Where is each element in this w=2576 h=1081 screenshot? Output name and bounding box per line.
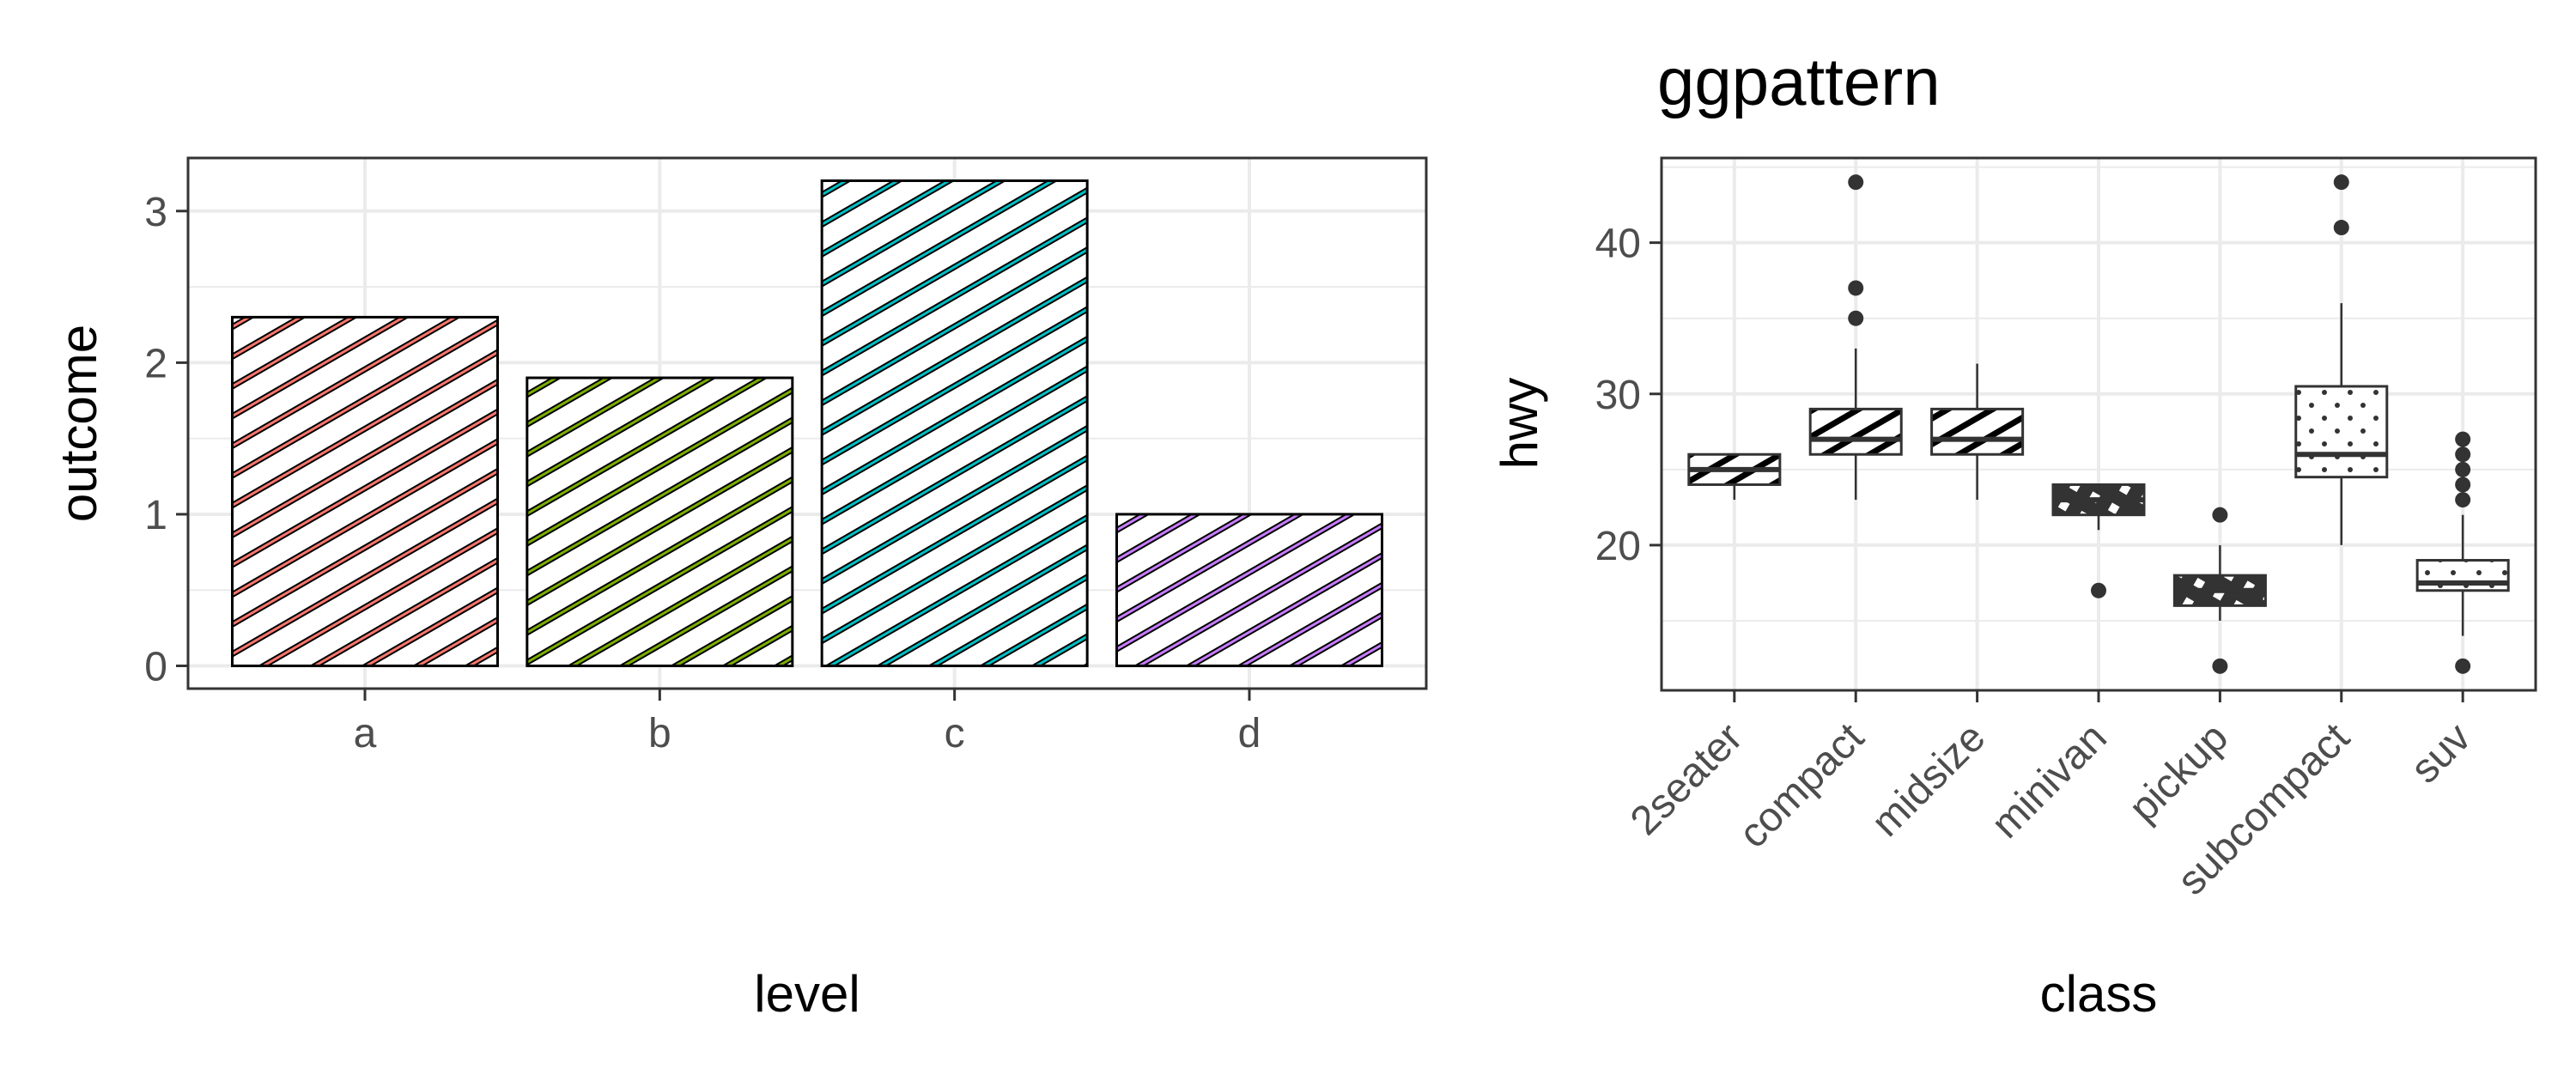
box-y-tick-label: 40 — [1595, 222, 1641, 267]
bar-x-tick-label: a — [354, 711, 377, 756]
box-x-tick-label: pickup — [2121, 714, 2238, 831]
bar-y-tick-label: 1 — [144, 493, 167, 538]
bar-y-tick-label: 0 — [144, 645, 167, 690]
box-outlier-point — [2455, 461, 2471, 477]
bar-x-tick-label: c — [945, 711, 965, 756]
bar-y-tick-label: 3 — [144, 190, 167, 235]
box-x-tick-label: midsize — [1863, 714, 1995, 846]
box-outlier-point — [2455, 477, 2471, 493]
bar-x-tick-label: d — [1238, 711, 1261, 756]
box-iqr — [2415, 559, 2510, 592]
bar-a — [231, 315, 499, 668]
box-iqr — [1808, 407, 1903, 456]
box-outlier-point — [2455, 446, 2471, 463]
box-midsize — [1930, 363, 2025, 501]
box-outlier-point — [2091, 582, 2106, 598]
box-y-tick-label: 30 — [1595, 373, 1641, 418]
box-marks — [1687, 174, 2510, 674]
box-chart-title: ggpattern — [1657, 44, 1941, 119]
box-x-axis-title: class — [2040, 965, 2158, 1023]
box-subcompact — [2294, 174, 2389, 545]
box-outlier-point — [1848, 174, 1864, 191]
bar-x-tick-label: b — [648, 711, 671, 756]
bar-y-axis-title: outcome — [50, 325, 107, 522]
bar-chart: 0 1 2 3 a b c d level outcome — [50, 156, 1428, 1023]
box-outlier-point — [1848, 280, 1864, 296]
bar-c — [820, 179, 1089, 668]
box-outlier-point — [2212, 658, 2228, 674]
box-x-tick-label: compact — [1730, 714, 1873, 857]
bar-y-tick-label: 2 — [144, 341, 167, 386]
box-suv — [2415, 431, 2510, 674]
box-iqr — [1930, 407, 2025, 456]
box-outlier-point — [2333, 220, 2349, 236]
box-outlier-point — [2333, 174, 2349, 191]
box-compact — [1808, 174, 1903, 501]
box-y-tick-label: 20 — [1595, 524, 1641, 569]
box-outlier-point — [2455, 492, 2471, 508]
box-chart: ggpattern 2030402seatercompactmidsizemin… — [1491, 44, 2537, 1023]
bar-marks — [231, 179, 1383, 668]
bar-x-axis-title: level — [754, 965, 860, 1023]
bar-b — [526, 376, 794, 668]
box-2seater — [1687, 452, 1782, 501]
box-outlier-point — [2455, 658, 2471, 674]
box-y-axis-title: hwy — [1491, 378, 1548, 470]
bar-d — [1115, 513, 1383, 668]
box-x-tick-label: suv — [2403, 714, 2480, 792]
box-outlier-point — [2455, 431, 2471, 447]
bar-axes: 0 1 2 3 a b c d — [144, 190, 1261, 756]
box-minivan — [2051, 483, 2146, 598]
box-outlier-point — [1848, 310, 1864, 326]
bar-panel-border — [186, 156, 1428, 690]
box-x-tick-label: minivan — [1983, 714, 2115, 847]
box-iqr — [2294, 385, 2389, 479]
box-outlier-point — [2212, 507, 2228, 523]
box-pickup — [2172, 507, 2267, 674]
